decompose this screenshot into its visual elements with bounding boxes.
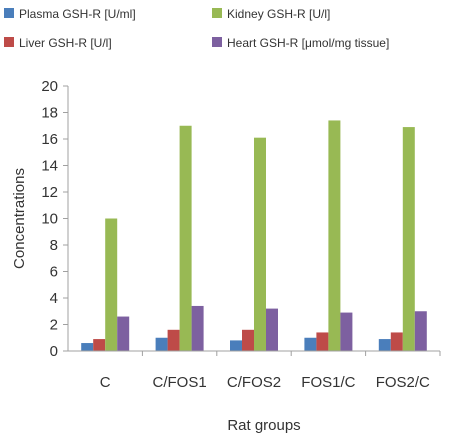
bar-c-fos1-series-3 <box>179 125 192 351</box>
legend: Plasma GSH-R [U/ml] Liver GSH-R [U/l] Kidn… <box>4 7 389 50</box>
bar-c-series-3 <box>105 218 118 351</box>
x-tick-label: C/FOS2 <box>227 374 281 391</box>
legend-swatch <box>212 8 222 18</box>
x-tick-label: FOS1/C <box>301 374 355 391</box>
bar-c-fos2-series-4 <box>266 308 278 351</box>
y-tick-label: 20 <box>41 78 58 95</box>
legend-label: Heart GSH-R [μmol/mg tissue] <box>227 36 389 50</box>
y-tick-label: 6 <box>50 264 58 281</box>
y-tick-label: 12 <box>41 184 58 201</box>
bar-c-fos2-series-1 <box>230 340 242 351</box>
bar-fos2-c-series-4 <box>414 311 427 351</box>
bar-fos1-c-series-1 <box>304 337 317 351</box>
legend-swatch <box>4 8 14 18</box>
bar-fos2-c-series-3 <box>402 127 415 351</box>
bar-fos1-c-series-2 <box>316 332 329 351</box>
legend-label: Kidney GSH-R [U/l] <box>227 7 330 21</box>
y-tick-label: 18 <box>41 105 58 122</box>
bar-c-series-4 <box>117 316 130 351</box>
x-tick-label: C/FOS1 <box>153 374 207 391</box>
bar-fos1-c-series-3 <box>328 120 341 351</box>
bars <box>81 120 427 351</box>
legend-swatch <box>212 37 222 47</box>
y-tick-label: 14 <box>41 158 58 175</box>
y-tick-label: 16 <box>41 131 58 148</box>
bar-fos1-c-series-4 <box>340 312 353 351</box>
bar-c-fos1-series-1 <box>155 337 168 351</box>
y-tick-label: 2 <box>50 317 58 334</box>
y-tick-label: 0 <box>50 343 58 360</box>
x-axis-ticks: C C/FOS1 C/FOS2 FOS1/C FOS2/C <box>100 351 441 391</box>
y-axis-ticks: 0 2 4 6 8 10 12 14 16 18 20 <box>41 78 68 360</box>
bar-fos2-c-series-1 <box>378 339 391 351</box>
y-axis-title: Concentrations <box>11 168 28 269</box>
y-tick-label: 4 <box>50 290 58 307</box>
bar-c-fos1-series-2 <box>167 329 180 351</box>
bar-c-fos2-series-3 <box>254 137 266 351</box>
y-tick-label: 10 <box>41 211 58 228</box>
bar-c-fos2-series-2 <box>242 329 254 351</box>
bar-c-fos1-series-4 <box>191 305 204 351</box>
bar-fos2-c-series-2 <box>390 332 403 351</box>
bar-c-series-2 <box>93 339 106 351</box>
legend-label: Liver GSH-R [U/l] <box>19 36 112 50</box>
legend-label: Plasma GSH-R [U/ml] <box>19 7 136 21</box>
bar-c-series-1 <box>81 343 94 351</box>
y-tick-label: 8 <box>50 237 58 254</box>
x-tick-label: C <box>100 374 111 391</box>
x-tick-label: FOS2/C <box>376 374 430 391</box>
legend-swatch <box>4 37 14 47</box>
x-axis-title: Rat groups <box>227 417 300 434</box>
